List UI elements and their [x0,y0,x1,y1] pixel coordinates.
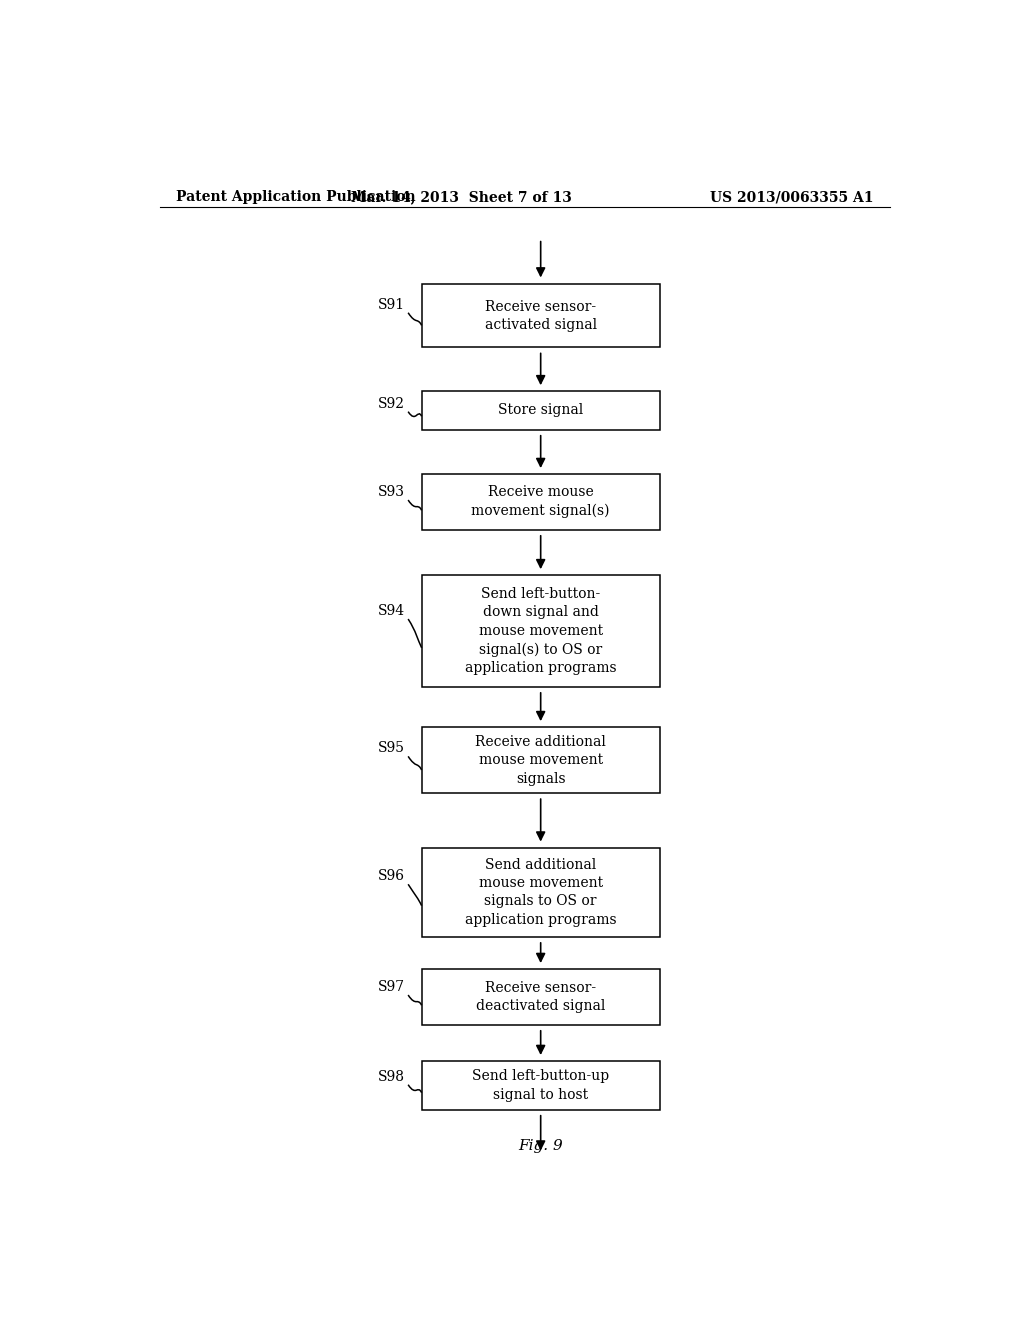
Text: S94: S94 [378,605,406,618]
Text: Receive mouse
movement signal(s): Receive mouse movement signal(s) [471,486,610,519]
Text: Send left-button-up
signal to host: Send left-button-up signal to host [472,1069,609,1102]
Text: Receive sensor-
deactivated signal: Receive sensor- deactivated signal [476,981,605,1014]
FancyBboxPatch shape [422,969,659,1024]
FancyBboxPatch shape [422,847,659,937]
Text: S92: S92 [378,396,404,411]
Text: Mar. 14, 2013  Sheet 7 of 13: Mar. 14, 2013 Sheet 7 of 13 [351,190,571,205]
Text: Receive sensor-
activated signal: Receive sensor- activated signal [484,300,597,333]
Text: Patent Application Publication: Patent Application Publication [176,190,416,205]
Text: Fig. 9: Fig. 9 [518,1139,563,1154]
Text: S96: S96 [378,869,404,883]
Text: S93: S93 [378,484,404,499]
Text: S91: S91 [378,297,406,312]
FancyBboxPatch shape [422,474,659,529]
FancyBboxPatch shape [422,284,659,347]
Text: Store signal: Store signal [498,404,584,417]
Text: Send additional
mouse movement
signals to OS or
application programs: Send additional mouse movement signals t… [465,858,616,927]
Text: Receive additional
mouse movement
signals: Receive additional mouse movement signal… [475,735,606,785]
Text: Send left-button-
down signal and
mouse movement
signal(s) to OS or
application : Send left-button- down signal and mouse … [465,587,616,675]
Text: S97: S97 [378,979,406,994]
FancyBboxPatch shape [422,576,659,686]
Text: US 2013/0063355 A1: US 2013/0063355 A1 [711,190,873,205]
FancyBboxPatch shape [422,1061,659,1110]
FancyBboxPatch shape [422,727,659,793]
Text: S95: S95 [378,742,404,755]
FancyBboxPatch shape [422,391,659,430]
Text: S98: S98 [378,1069,404,1084]
